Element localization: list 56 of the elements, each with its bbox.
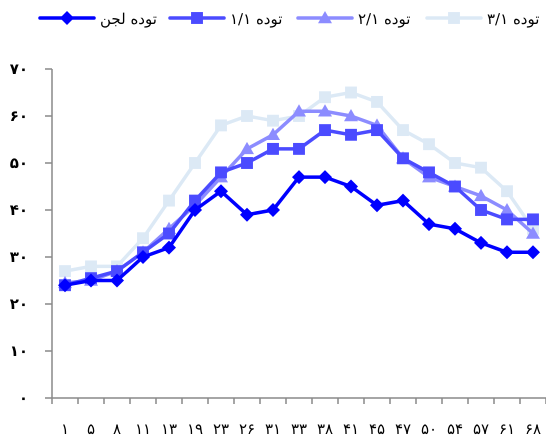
point [241, 157, 253, 169]
point [240, 142, 254, 154]
point [371, 96, 383, 108]
point [474, 188, 488, 202]
point [370, 198, 384, 212]
point [162, 240, 176, 255]
point [188, 203, 202, 217]
point [189, 157, 201, 169]
point [474, 236, 488, 250]
point [241, 110, 253, 122]
point [423, 138, 435, 150]
point [501, 213, 513, 226]
point [319, 91, 331, 104]
point [214, 184, 228, 198]
legend-label: توده ۲/۱ [358, 10, 410, 28]
legend-label: توده ۱/۱ [230, 10, 282, 28]
point [163, 228, 175, 240]
point [475, 204, 487, 216]
point [344, 180, 358, 194]
point [526, 226, 540, 239]
point [475, 162, 487, 174]
point [422, 217, 436, 232]
point [163, 194, 175, 207]
point [318, 104, 332, 117]
point [137, 232, 149, 244]
point [396, 194, 410, 208]
point [501, 185, 513, 198]
point [266, 203, 280, 217]
legend-label: توده ۳/۱ [487, 10, 540, 28]
point [266, 128, 280, 140]
point [110, 274, 124, 288]
point [423, 166, 435, 178]
point [267, 142, 279, 155]
point [318, 170, 332, 184]
point [449, 157, 461, 169]
point [215, 166, 227, 178]
point [527, 213, 539, 226]
point [319, 124, 331, 136]
point [267, 114, 279, 127]
point [526, 245, 540, 260]
point [292, 104, 306, 117]
legend-label: توده لجن [100, 10, 157, 28]
point [371, 124, 383, 136]
point [59, 265, 71, 278]
point [215, 119, 227, 132]
point [344, 109, 358, 122]
point [293, 142, 305, 155]
point [292, 170, 306, 184]
point [500, 245, 514, 260]
point [397, 124, 409, 136]
point [136, 250, 150, 264]
point [448, 222, 462, 236]
point [345, 86, 357, 98]
point [345, 128, 357, 141]
point [240, 208, 254, 222]
point [85, 260, 97, 272]
